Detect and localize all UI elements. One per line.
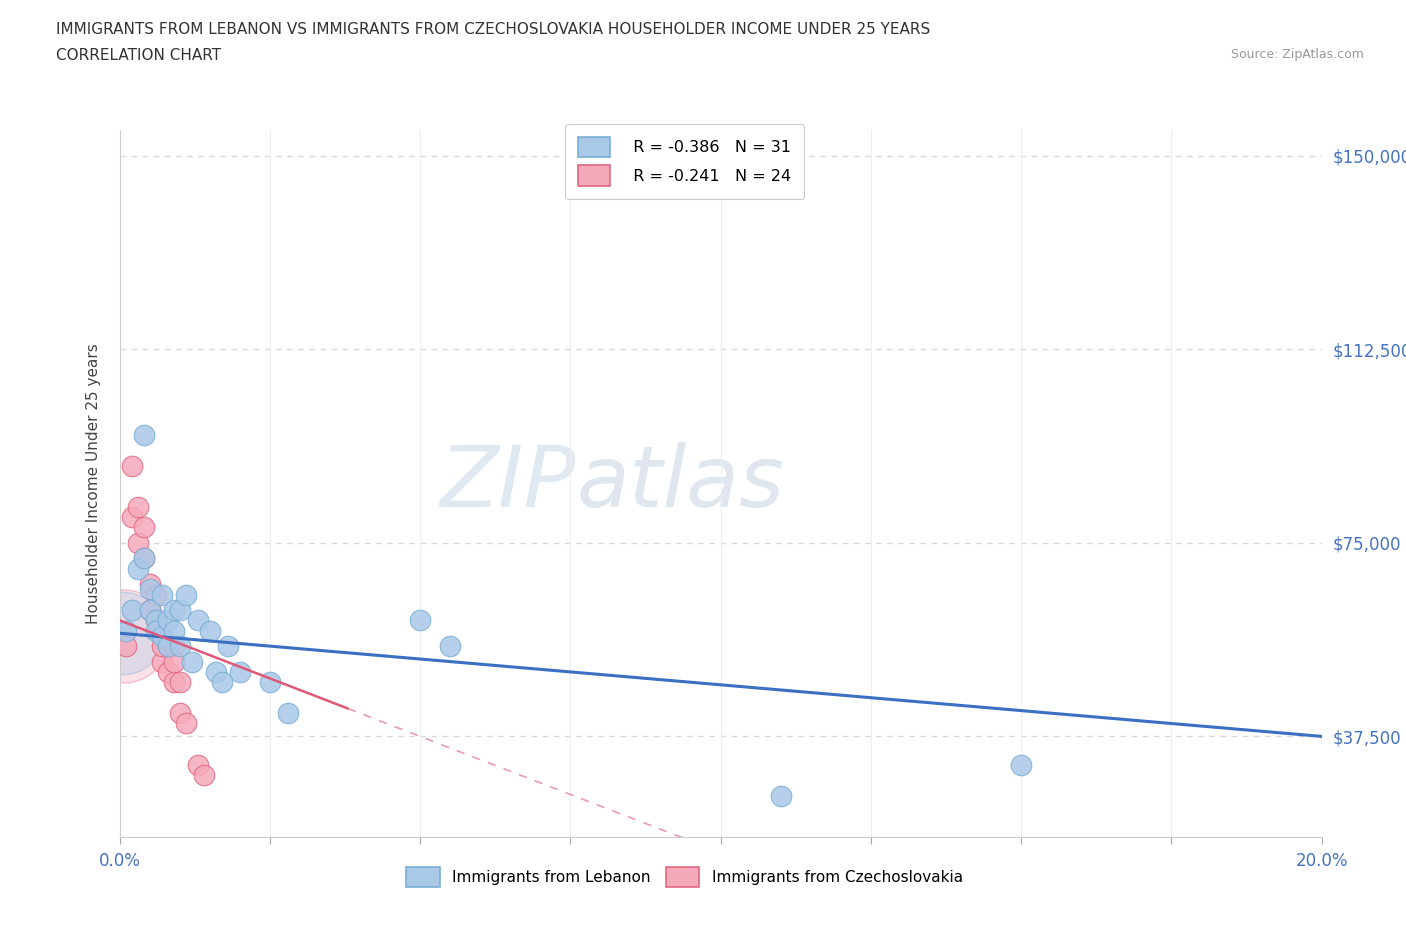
Point (187, 757, 209, 772)
Point (162, 603, 184, 618)
Legend: Immigrants from Lebanon, Immigrants from Czechoslovakia: Immigrants from Lebanon, Immigrants from… (401, 861, 969, 893)
Point (132, 520, 155, 535)
Point (150, 639, 173, 654)
Point (150, 629, 173, 644)
Point (193, 767, 215, 782)
Point (156, 639, 179, 654)
Point (132, 551, 155, 565)
Point (156, 639, 179, 654)
Point (162, 675, 184, 690)
Point (204, 664, 226, 679)
Text: IMMIGRANTS FROM LEBANON VS IMMIGRANTS FROM CZECHOSLOVAKIA HOUSEHOLDER INCOME UND: IMMIGRANTS FROM LEBANON VS IMMIGRANTS FR… (56, 22, 931, 37)
Point (111, 626, 134, 641)
Point (127, 562, 149, 577)
Point (127, 499, 149, 514)
Point (121, 510, 143, 525)
Point (138, 582, 160, 597)
Point (156, 613, 179, 628)
Point (174, 716, 197, 731)
Point (114, 623, 136, 638)
Point (145, 623, 167, 638)
Point (145, 613, 167, 628)
Point (138, 603, 160, 618)
Point (211, 675, 233, 690)
Point (145, 587, 167, 602)
Point (769, 789, 792, 804)
Point (439, 639, 461, 654)
Point (174, 587, 197, 602)
Point (180, 654, 202, 669)
Point (187, 613, 209, 628)
Point (198, 623, 221, 638)
Text: Source: ZipAtlas.com: Source: ZipAtlas.com (1230, 48, 1364, 61)
Point (1010, 757, 1032, 772)
Point (277, 706, 299, 721)
Point (138, 603, 160, 618)
Point (132, 551, 155, 565)
Point (169, 675, 191, 690)
Point (145, 613, 167, 628)
Point (150, 629, 173, 644)
Point (162, 623, 184, 638)
Point (132, 427, 155, 442)
Point (138, 577, 160, 591)
Point (217, 639, 239, 654)
Y-axis label: Householder Income Under 25 years: Householder Income Under 25 years (86, 343, 101, 624)
Point (114, 639, 136, 654)
Text: ZIP: ZIP (440, 442, 576, 525)
Point (169, 706, 191, 721)
Point (111, 629, 134, 644)
Point (169, 603, 191, 618)
Point (150, 587, 173, 602)
Point (162, 654, 184, 669)
Point (121, 603, 143, 618)
Text: atlas: atlas (576, 442, 785, 525)
Point (156, 664, 179, 679)
Point (121, 458, 143, 473)
Point (259, 675, 281, 690)
Point (127, 536, 149, 551)
Text: CORRELATION CHART: CORRELATION CHART (56, 48, 221, 63)
Point (169, 639, 191, 654)
Point (162, 639, 184, 654)
Point (150, 654, 173, 669)
Point (228, 664, 252, 679)
Point (409, 613, 432, 628)
